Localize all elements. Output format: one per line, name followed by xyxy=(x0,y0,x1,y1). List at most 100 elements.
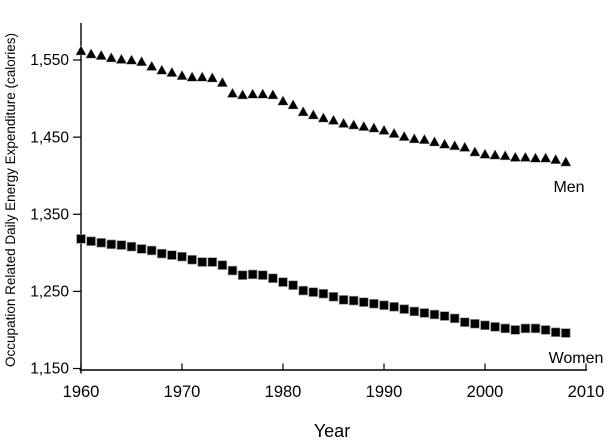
data-point-men xyxy=(337,117,350,128)
data-point-men xyxy=(317,112,330,123)
data-point-men xyxy=(388,127,400,138)
data-point-women xyxy=(318,288,329,299)
data-point-men xyxy=(257,88,269,99)
data-point-men xyxy=(277,95,289,106)
y-tick-label: 1,450 xyxy=(30,129,69,146)
data-point-men xyxy=(428,136,441,147)
data-point-women xyxy=(177,251,187,262)
data-point-men xyxy=(145,60,158,71)
data-point-women xyxy=(348,295,359,306)
data-point-women xyxy=(207,257,218,267)
data-point-women xyxy=(86,236,96,246)
data-point-women xyxy=(389,302,399,312)
data-point-women xyxy=(460,317,470,327)
data-point-men xyxy=(459,141,471,152)
series-label-women: Women xyxy=(549,350,604,367)
data-point-men xyxy=(287,99,299,110)
x-axis-title: Year xyxy=(314,421,350,441)
x-tick-label: 1960 xyxy=(63,383,100,401)
data-point-women xyxy=(500,323,510,334)
data-point-women xyxy=(449,313,460,324)
x-tick-label: 2000 xyxy=(467,383,504,401)
data-point-men xyxy=(307,109,320,120)
data-point-men xyxy=(378,124,390,135)
data-point-women xyxy=(96,238,106,248)
data-point-women xyxy=(136,244,147,254)
data-point-men xyxy=(519,151,532,162)
data-point-men xyxy=(499,149,511,161)
data-point-women xyxy=(187,255,197,265)
data-point-men xyxy=(408,132,421,144)
data-point-men xyxy=(166,66,178,77)
data-point-men xyxy=(418,133,431,144)
data-point-men xyxy=(297,105,309,117)
data-point-women xyxy=(550,327,561,338)
data-point-women xyxy=(227,265,238,276)
data-point-women xyxy=(530,323,541,334)
data-point-men xyxy=(438,138,451,149)
data-point-men xyxy=(358,120,370,131)
data-point-men xyxy=(469,146,481,157)
data-point-women xyxy=(540,325,551,335)
y-tick-label: 1,350 xyxy=(30,206,69,223)
data-point-men xyxy=(560,156,572,167)
data-point-women xyxy=(429,309,440,320)
data-point-men xyxy=(398,130,410,141)
data-point-women xyxy=(328,292,339,302)
data-point-men xyxy=(196,71,208,82)
data-point-men xyxy=(85,48,97,59)
series-label-men: Men xyxy=(553,179,584,196)
data-point-men xyxy=(489,149,501,160)
data-point-women xyxy=(116,240,127,250)
data-point-women xyxy=(480,320,490,331)
data-point-women xyxy=(288,280,298,290)
y-axis-title: Occupation Related Daily Energy Expendit… xyxy=(3,33,18,367)
data-point-women xyxy=(369,298,379,309)
data-point-men xyxy=(549,153,562,165)
data-point-women xyxy=(247,269,258,280)
y-tick-label: 1,150 xyxy=(30,361,69,378)
data-point-men xyxy=(115,53,128,64)
data-point-men xyxy=(529,152,542,163)
data-point-men xyxy=(246,88,259,99)
data-point-women xyxy=(520,323,531,334)
data-point-men xyxy=(236,88,249,100)
x-tick-label: 1990 xyxy=(366,383,403,401)
data-point-men xyxy=(75,45,87,56)
data-point-women xyxy=(419,308,430,318)
data-point-women xyxy=(359,297,369,307)
data-point-women xyxy=(157,248,167,259)
data-point-men xyxy=(509,151,522,162)
data-point-men xyxy=(176,69,188,80)
data-point-women xyxy=(268,273,278,284)
x-tick-label: 1970 xyxy=(164,383,201,401)
data-point-women xyxy=(237,270,248,280)
data-point-women xyxy=(278,277,288,287)
data-point-women xyxy=(76,234,86,244)
x-tick-label: 1980 xyxy=(265,383,302,401)
data-point-men xyxy=(226,87,239,98)
data-point-women xyxy=(409,306,420,317)
data-point-women xyxy=(126,241,137,252)
data-point-men xyxy=(368,122,380,133)
data-point-women xyxy=(146,245,157,256)
data-point-men xyxy=(125,54,138,65)
data-point-women xyxy=(167,250,177,260)
data-point-women xyxy=(217,260,228,270)
data-point-men xyxy=(95,49,107,60)
data-point-women xyxy=(439,311,450,321)
data-point-women xyxy=(561,328,571,338)
data-point-men xyxy=(105,51,118,63)
data-point-women xyxy=(308,287,319,297)
data-point-women xyxy=(197,257,207,267)
x-tick-label: 2010 xyxy=(568,383,605,401)
data-point-women xyxy=(490,322,500,332)
y-tick-label: 1,250 xyxy=(30,284,69,301)
data-point-women xyxy=(379,300,389,311)
data-point-women xyxy=(510,325,521,335)
y-tick-label: 1,550 xyxy=(30,52,69,69)
data-point-men xyxy=(206,72,219,83)
data-point-women xyxy=(298,285,308,296)
